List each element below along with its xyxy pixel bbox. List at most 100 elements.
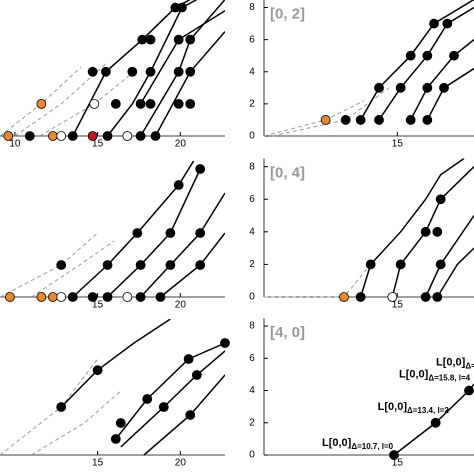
annotation-sub: Δ=10.7, l=0 <box>351 442 393 451</box>
x-tick-label: 15 <box>392 139 404 150</box>
point <box>405 115 416 125</box>
panel: 15 20 <box>0 319 230 469</box>
annotation: L[0,0]Δ=13.4, l=2 <box>378 401 450 415</box>
point <box>56 402 67 412</box>
x-tick-label: 15 <box>392 300 404 311</box>
curve <box>115 342 225 440</box>
point <box>132 228 143 238</box>
panel: 15 0 2 4 6 8 [0, 4] <box>249 158 474 311</box>
point <box>355 115 366 125</box>
point <box>395 259 406 270</box>
point <box>355 292 366 302</box>
annotation: L[0,0]Δ= <box>436 356 474 370</box>
plot-area <box>0 319 225 456</box>
y-tick-label: 6 <box>249 353 255 364</box>
point <box>220 338 230 348</box>
point <box>420 292 431 302</box>
point <box>422 115 433 125</box>
point <box>145 34 156 45</box>
y-tick-label: 0 <box>249 131 255 142</box>
point <box>87 66 98 77</box>
point <box>340 115 351 125</box>
y-tick-label: 6 <box>249 194 255 205</box>
point <box>429 18 439 29</box>
point <box>110 98 121 109</box>
curve <box>0 232 98 298</box>
point <box>102 131 113 141</box>
point <box>155 292 166 302</box>
point <box>3 131 14 141</box>
point <box>24 131 35 141</box>
y-tick-label: 4 <box>249 66 255 77</box>
curve <box>359 158 465 298</box>
curve <box>426 67 474 121</box>
annotation-sub: Δ=13.4, l=2 <box>407 406 449 415</box>
curve <box>424 215 474 298</box>
point <box>439 82 449 93</box>
y-tick-label: 0 <box>249 292 255 303</box>
annotation: L[0,0]Δ=15.8, l=4 <box>399 368 471 382</box>
annotation-text: L[0,0] <box>322 437 352 449</box>
point <box>67 131 78 141</box>
point <box>137 34 148 45</box>
point <box>92 365 103 376</box>
point <box>195 260 206 270</box>
point <box>464 385 474 396</box>
x-tick-label: 10 <box>9 139 21 150</box>
panel: 15 20 <box>0 161 225 311</box>
curve <box>154 31 225 137</box>
point <box>374 115 384 125</box>
point <box>395 82 406 93</box>
point <box>389 450 399 460</box>
point <box>165 228 176 238</box>
point <box>5 292 15 302</box>
panel-title: [4, 0] <box>270 324 305 341</box>
curve <box>31 390 122 456</box>
curve <box>0 358 99 456</box>
point <box>102 260 113 270</box>
y-tick-label: 4 <box>249 385 255 396</box>
point <box>173 180 184 190</box>
y-tick-label: 0 <box>249 450 255 461</box>
point <box>135 292 146 302</box>
point <box>185 66 196 77</box>
x-tick-label: 20 <box>175 300 187 311</box>
panel-title: [0, 2] <box>270 5 305 22</box>
point <box>145 98 156 109</box>
y-tick-label: 6 <box>249 34 255 45</box>
point <box>422 50 433 61</box>
point <box>48 292 58 302</box>
annotation-text: L[0,0] <box>436 356 466 368</box>
point <box>110 434 121 444</box>
point <box>89 98 100 109</box>
point <box>449 50 459 61</box>
point <box>135 260 146 270</box>
point <box>185 34 196 45</box>
curve <box>60 319 171 408</box>
y-tick-label: 8 <box>249 161 255 172</box>
point <box>191 370 202 380</box>
point <box>320 115 331 125</box>
point <box>195 164 206 174</box>
x-tick-label: 15 <box>92 458 104 469</box>
x-tick-label: 20 <box>175 139 187 150</box>
curve <box>14 63 107 137</box>
point <box>165 260 176 270</box>
point <box>339 292 349 302</box>
point <box>173 98 184 109</box>
plot-area <box>0 161 225 298</box>
point <box>150 131 161 141</box>
point <box>365 259 376 270</box>
point <box>142 394 153 404</box>
point <box>195 228 206 238</box>
curve <box>436 247 474 298</box>
point <box>135 131 146 141</box>
point <box>36 292 47 302</box>
annotation-sub: Δ= <box>465 362 474 371</box>
annotation-text: L[0,0] <box>378 401 408 413</box>
point <box>442 18 453 29</box>
curve <box>31 240 115 298</box>
